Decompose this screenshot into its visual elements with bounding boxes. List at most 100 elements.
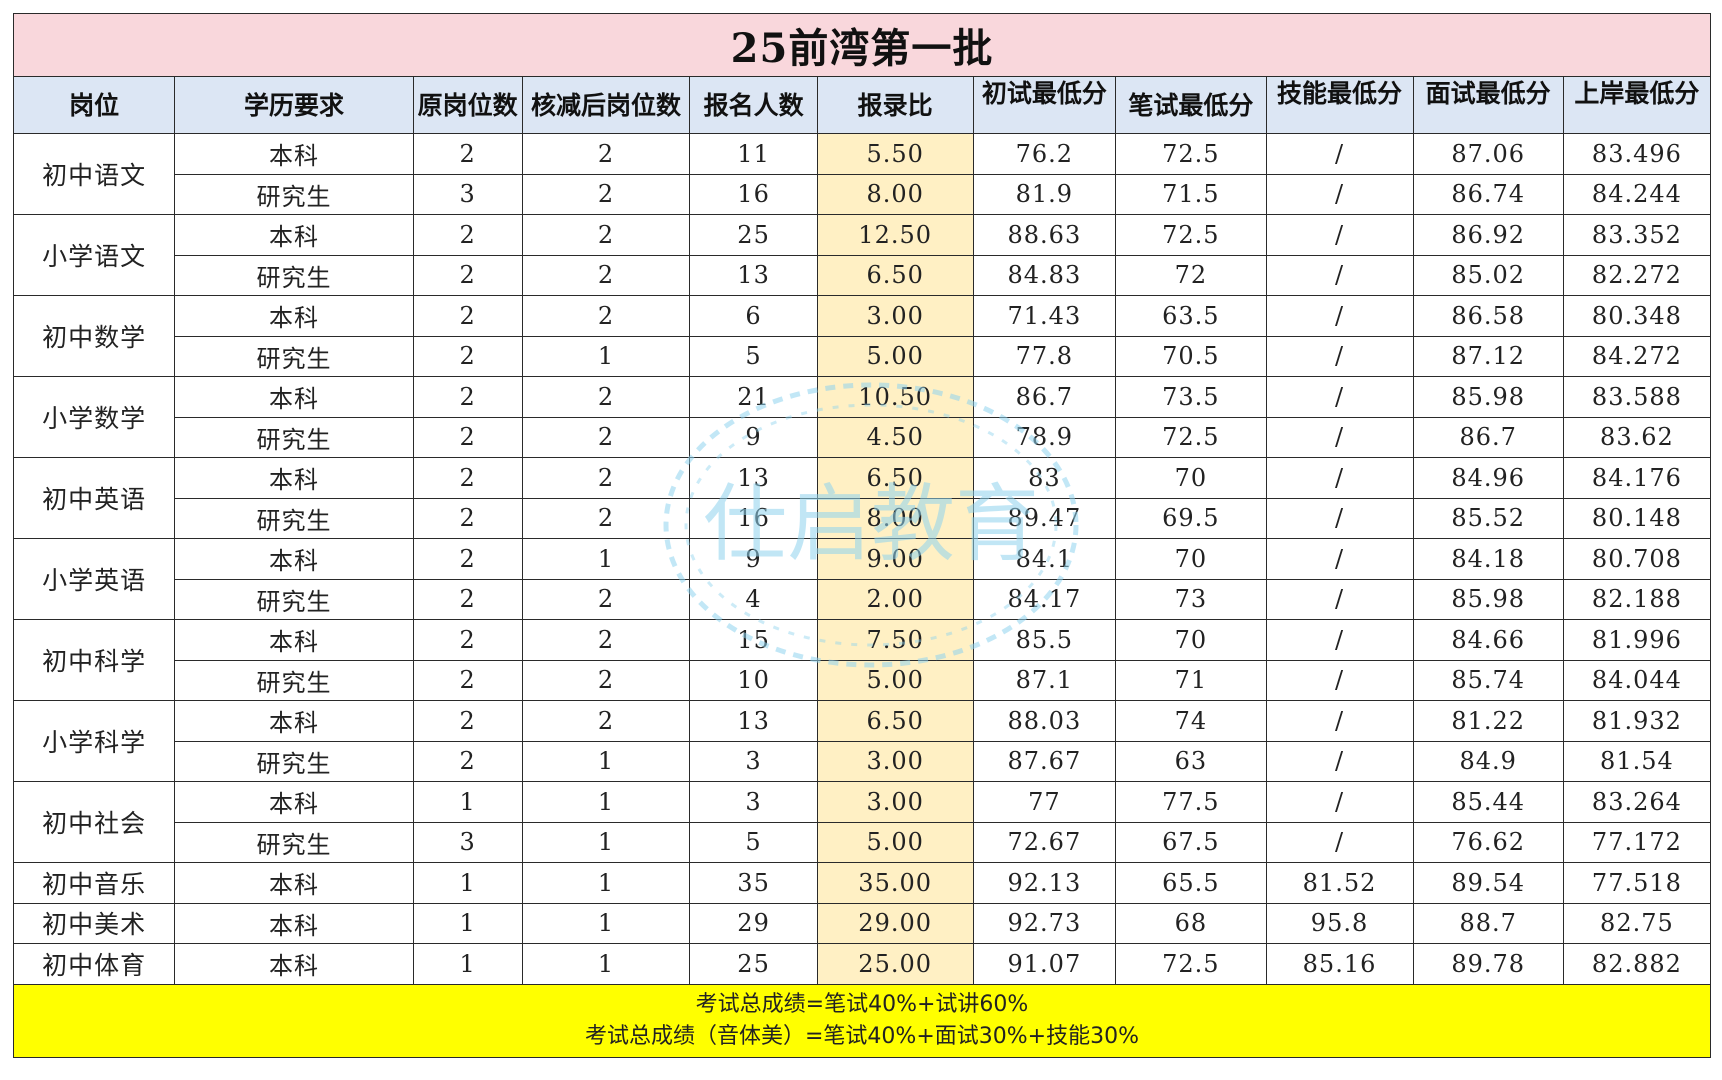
table-row: 研究生 3 2 16 8.00 81.9 71.5/86.74 84.244 [14, 173, 1712, 215]
ratio-cell: 6.50 [816, 700, 974, 742]
final-min-cell: 84.272 [1562, 335, 1712, 377]
original-posts-cell: 1 [412, 943, 523, 985]
interview-min-cell: 85.74 [1412, 659, 1564, 701]
ratio-cell: 12.50 [816, 214, 974, 256]
reduced-posts-cell: 1 [521, 902, 691, 944]
header-reduced-posts: 核减后岗位数 [521, 76, 691, 134]
original-posts-cell: 2 [412, 133, 523, 175]
header-education: 学历要求 [174, 76, 414, 134]
written-min-cell: 63.5 [1115, 295, 1267, 337]
reduced-posts-cell: 1 [521, 862, 691, 904]
final-min-cell: 83.352 [1562, 214, 1712, 256]
reduced-posts-cell: 2 [521, 457, 691, 499]
written-min-cell: 72.5 [1115, 214, 1267, 256]
ratio-cell: 5.00 [816, 659, 974, 701]
skill-min-cell: / [1265, 173, 1414, 215]
skill-min-cell: / [1265, 335, 1414, 377]
table-row: 初中语文 本科 2 2 11 5.50 76.2 72.5/87.06 83.496 [12, 133, 1712, 215]
interview-min-cell: 86.74 [1412, 173, 1564, 215]
interview-min-cell: 84.9 [1412, 740, 1564, 782]
applicants-cell: 13 [689, 700, 818, 742]
initial-min-cell: 83 [972, 457, 1117, 499]
reduced-posts-cell: 2 [521, 173, 691, 215]
written-min-cell: 72 [1115, 254, 1267, 296]
skill-min-cell: / [1265, 254, 1414, 296]
reduced-posts-cell: 2 [521, 133, 691, 175]
original-posts-cell: 2 [412, 578, 523, 620]
skill-min-cell: 85.16 [1265, 943, 1414, 985]
ratio-cell: 9.00 [816, 538, 974, 580]
header-position: 岗位 [12, 76, 176, 134]
education-cell: 本科 [174, 862, 414, 904]
written-min-cell: 73.5 [1115, 376, 1267, 418]
education-cell: 本科 [174, 619, 414, 661]
skill-min-cell: / [1265, 497, 1414, 539]
skill-min-cell: / [1265, 133, 1414, 175]
applicants-cell: 35 [689, 862, 818, 904]
applicants-cell: 29 [689, 902, 818, 944]
education-cell: 本科 [174, 943, 414, 985]
reduced-posts-cell: 1 [521, 538, 691, 580]
applicants-cell: 5 [689, 821, 818, 863]
final-min-cell: 81.54 [1562, 740, 1712, 782]
interview-min-cell: 84.18 [1412, 538, 1564, 580]
original-posts-cell: 2 [412, 335, 523, 377]
applicants-cell: 6 [689, 295, 818, 337]
initial-min-cell: 76.2 [972, 133, 1117, 175]
position-cell: 初中科学 [12, 619, 176, 701]
education-cell: 研究生 [174, 740, 414, 782]
applicants-cell: 11 [689, 133, 818, 175]
position-cell: 小学语文 [12, 214, 176, 296]
final-min-cell: 83.496 [1562, 133, 1712, 175]
table-row: 初中音乐 本科 1 1 35 35.00 92.13 65.5 81.52 89.54 77.518 [12, 862, 1712, 904]
written-min-cell: 70 [1115, 457, 1267, 499]
ratio-cell: 35.00 [816, 862, 974, 904]
written-min-cell: 63 [1115, 740, 1267, 782]
written-min-cell: 70 [1115, 619, 1267, 661]
reduced-posts-cell: 1 [521, 943, 691, 985]
final-min-cell: 84.244 [1562, 173, 1712, 215]
table-row: 小学科学 本科 2 2 13 6.50 88.03 74/81.22 81.932 [12, 700, 1712, 782]
ratio-cell: 6.50 [816, 254, 974, 296]
reduced-posts-cell: 1 [521, 335, 691, 377]
education-cell: 研究生 [174, 578, 414, 620]
final-min-cell: 83.62 [1562, 416, 1712, 458]
reduced-posts-cell: 2 [521, 578, 691, 620]
skill-min-cell: / [1265, 781, 1414, 823]
skill-min-cell: / [1265, 457, 1414, 499]
table-row: 研究生 2 2 10 5.00 87.1 71/85.74 84.044 [14, 659, 1712, 701]
education-cell: 本科 [174, 700, 414, 742]
header-row: 岗位 学历要求 原岗位数 核减后岗位数 报名人数 报录比 初试最低分 笔试最低分… [12, 76, 1712, 134]
reduced-posts-cell: 1 [521, 821, 691, 863]
education-cell: 本科 [174, 538, 414, 580]
ratio-cell: 7.50 [816, 619, 974, 661]
skill-min-cell: / [1265, 740, 1414, 782]
position-cell: 初中体育 [12, 943, 176, 985]
skill-min-cell: / [1265, 578, 1414, 620]
table-row: 研究生 2 2 9 4.50 78.9 72.5/86.7 83.62 [14, 416, 1712, 458]
initial-min-cell: 87.1 [972, 659, 1117, 701]
table-title: 25前湾第一批 [13, 13, 1711, 77]
interview-min-cell: 87.06 [1412, 133, 1564, 175]
education-cell: 本科 [174, 133, 414, 175]
skill-min-cell: / [1265, 659, 1414, 701]
initial-min-cell: 88.03 [972, 700, 1117, 742]
reduced-posts-cell: 2 [521, 376, 691, 418]
position-cell: 初中语文 [12, 133, 176, 215]
written-min-cell: 71 [1115, 659, 1267, 701]
original-posts-cell: 3 [412, 821, 523, 863]
table-row: 初中数学 本科 2 2 6 3.00 71.43 63.5/86.58 80.348 [12, 295, 1712, 377]
written-min-cell: 71.5 [1115, 173, 1267, 215]
skill-min-cell: / [1265, 376, 1414, 418]
position-cell: 初中社会 [12, 781, 176, 863]
final-min-cell: 84.176 [1562, 457, 1712, 499]
education-cell: 研究生 [174, 497, 414, 539]
original-posts-cell: 2 [412, 700, 523, 742]
ratio-cell: 5.00 [816, 821, 974, 863]
table-row: 初中体育 本科 1 1 25 25.00 91.07 72.5 85.16 89.78 82.882 [12, 943, 1712, 985]
interview-min-cell: 81.22 [1412, 700, 1564, 742]
score-table: 25前湾第一批 岗位 学历要求 原岗位数 核减后岗位数 报名人数 报录比 初试最… [12, 13, 1712, 1058]
position-cell: 初中音乐 [12, 862, 176, 904]
applicants-cell: 5 [689, 335, 818, 377]
table-row: 研究生 2 1 5 5.00 77.8 70.5/87.12 84.272 [14, 335, 1712, 377]
